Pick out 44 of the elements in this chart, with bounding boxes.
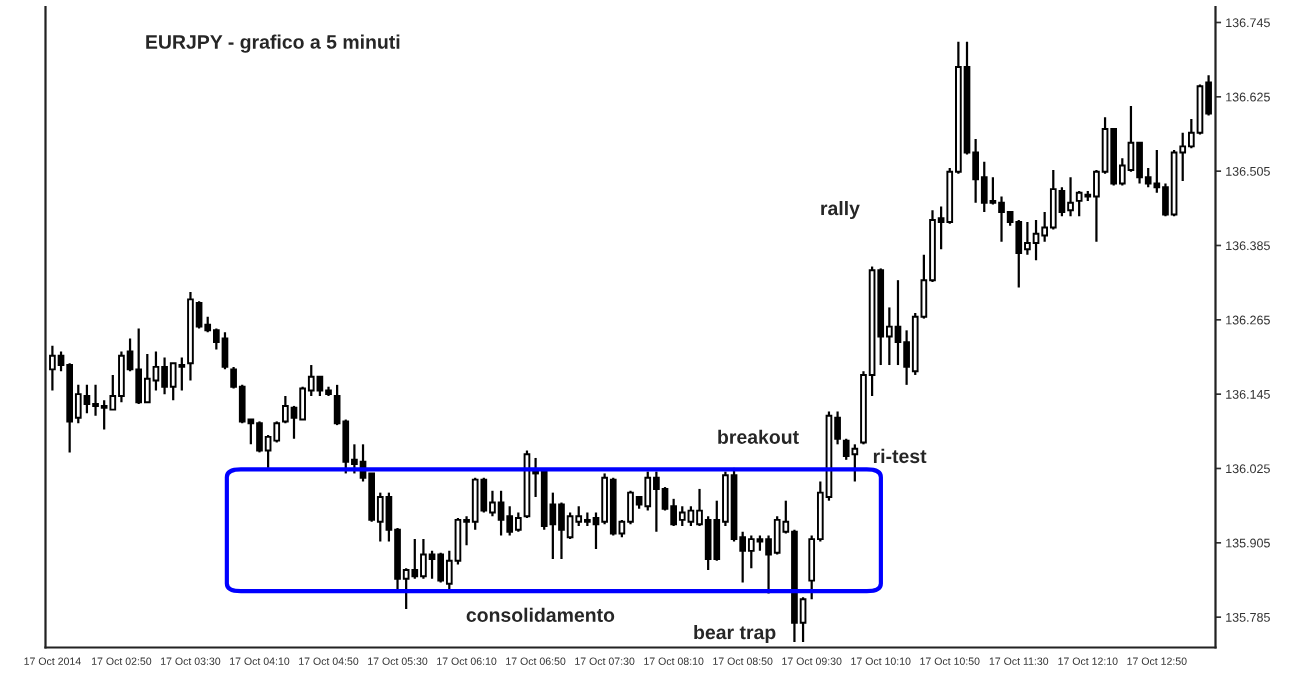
candlestick (135, 327, 143, 406)
candlestick (842, 437, 850, 461)
candlestick (980, 160, 988, 214)
candlestick (773, 515, 781, 556)
candlestick (221, 331, 229, 371)
candlestick (411, 537, 419, 580)
candlestick (428, 549, 436, 580)
candlestick (169, 362, 177, 402)
candlestick (894, 279, 902, 367)
candlestick (471, 476, 479, 531)
candlestick (497, 489, 505, 537)
candlestick (989, 176, 997, 206)
annotation: bear trap (694, 624, 776, 644)
candlestick (704, 515, 712, 572)
candlestick (998, 195, 1005, 243)
annotation: ri-test (873, 448, 927, 464)
candlestick (49, 344, 56, 392)
text: EURJPY - grafico a 5 minuti (146, 34, 400, 53)
candlestick (514, 511, 522, 533)
annotation: rally (821, 200, 860, 220)
candlestick (100, 399, 108, 431)
candlestick (256, 420, 263, 454)
candlestick (1067, 176, 1074, 218)
candlestick (747, 534, 755, 570)
candlestick (566, 511, 574, 541)
candlestick (506, 505, 514, 537)
candlestick (678, 505, 686, 528)
candlestick (316, 375, 324, 398)
candlestick (1049, 168, 1057, 231)
candlestick (851, 443, 859, 483)
candlestick (627, 489, 634, 526)
candlestick (178, 356, 186, 392)
candlestick (558, 501, 565, 561)
candlestick (83, 383, 91, 415)
candlestick (1075, 189, 1083, 218)
candlestick (282, 394, 289, 425)
candlestick (437, 551, 445, 584)
candlestick (1032, 218, 1040, 262)
annotation: consolidamento (466, 607, 615, 622)
candlestick (687, 505, 695, 528)
candlestick (143, 352, 151, 404)
annotation: breakout (718, 429, 799, 444)
candlestick (644, 470, 652, 512)
candlestick (1015, 218, 1023, 289)
